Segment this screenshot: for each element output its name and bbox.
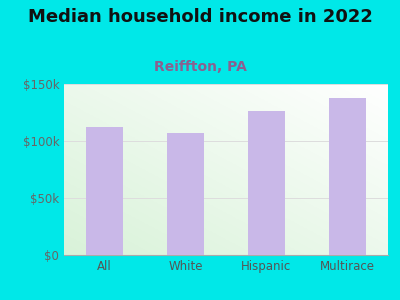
Text: Median household income in 2022: Median household income in 2022 [28,8,372,26]
Bar [167,133,204,255]
Bar [248,111,285,255]
Bar [329,98,366,255]
Bar [86,127,123,255]
Text: Reiffton, PA: Reiffton, PA [154,60,246,74]
